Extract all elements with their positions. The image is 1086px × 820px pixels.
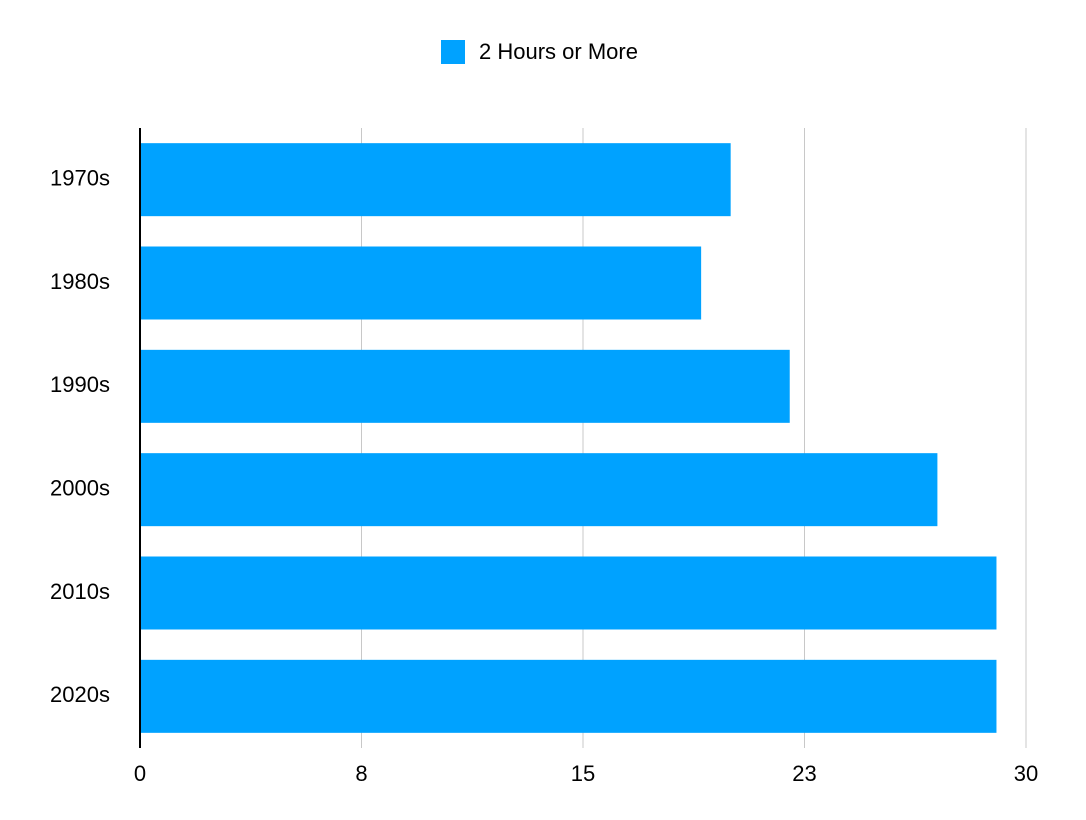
x-tick-label: 8 (355, 761, 367, 786)
x-tick-label: 15 (571, 761, 595, 786)
y-tick-label: 2010s (50, 579, 110, 604)
y-tick-label: 1990s (50, 372, 110, 397)
x-tick-label: 23 (792, 761, 816, 786)
bar (140, 556, 997, 630)
x-tick-label: 0 (134, 761, 146, 786)
legend-label: 2 Hours or More (479, 39, 638, 64)
y-tick-label: 2020s (50, 682, 110, 707)
bar (140, 659, 997, 733)
bar (140, 453, 938, 527)
bar (140, 246, 702, 320)
legend-swatch (441, 40, 465, 64)
y-tick-label: 1980s (50, 269, 110, 294)
y-tick-label: 2000s (50, 475, 110, 500)
bar (140, 143, 731, 217)
x-tick-label: 30 (1014, 761, 1038, 786)
y-tick-label: 1970s (50, 165, 110, 190)
bar (140, 349, 790, 423)
